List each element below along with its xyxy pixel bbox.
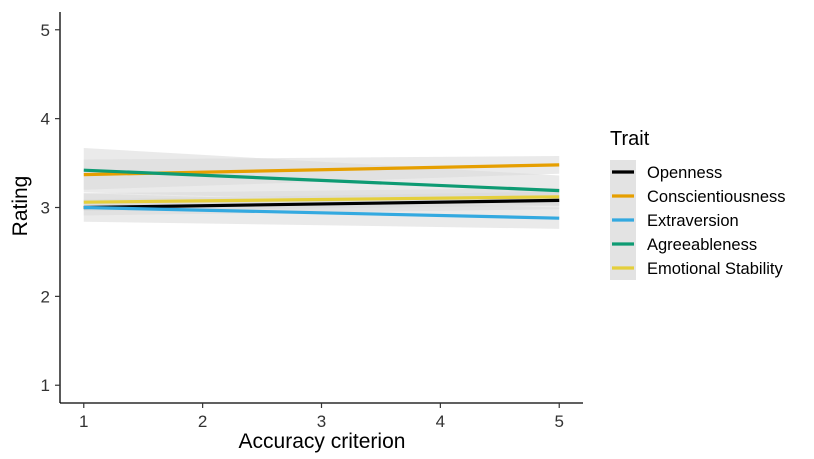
y-tick-label: 2 bbox=[41, 287, 50, 306]
x-tick-label: 3 bbox=[317, 412, 326, 431]
x-ticks: 1 2 3 4 5 bbox=[79, 403, 564, 431]
series-line-2 bbox=[83, 205, 560, 220]
series-line-3 bbox=[83, 168, 560, 193]
x-tick-label: 5 bbox=[554, 412, 563, 431]
y-tick-label: 4 bbox=[41, 110, 50, 129]
legend-label: Agreeableness bbox=[647, 236, 757, 254]
legend: Trait Openness Conscientiousness Extravers… bbox=[610, 128, 786, 280]
series-lines bbox=[83, 163, 560, 220]
x-tick-label: 2 bbox=[198, 412, 207, 431]
y-axis-title: Rating bbox=[9, 176, 32, 237]
series-line-4 bbox=[83, 195, 560, 204]
y-ticks: 1 2 3 4 5 bbox=[41, 21, 60, 395]
legend-label: Openness bbox=[647, 164, 722, 182]
series-line-0 bbox=[83, 198, 560, 210]
legend-title: Trait bbox=[610, 128, 650, 150]
y-tick-label: 5 bbox=[41, 21, 50, 40]
x-axis-title: Accuracy criterion bbox=[239, 430, 406, 453]
legend-label: Extraversion bbox=[647, 212, 739, 230]
legend-label: Conscientiousness bbox=[647, 188, 786, 206]
x-tick-label: 1 bbox=[79, 412, 88, 431]
y-tick-label: 1 bbox=[41, 376, 50, 395]
legend-label: Emotional Stability bbox=[647, 260, 783, 278]
legend-items: Openness Conscientiousness Extraversion Agr… bbox=[610, 160, 786, 280]
y-tick-label: 3 bbox=[41, 199, 50, 218]
x-tick-label: 4 bbox=[436, 412, 445, 431]
